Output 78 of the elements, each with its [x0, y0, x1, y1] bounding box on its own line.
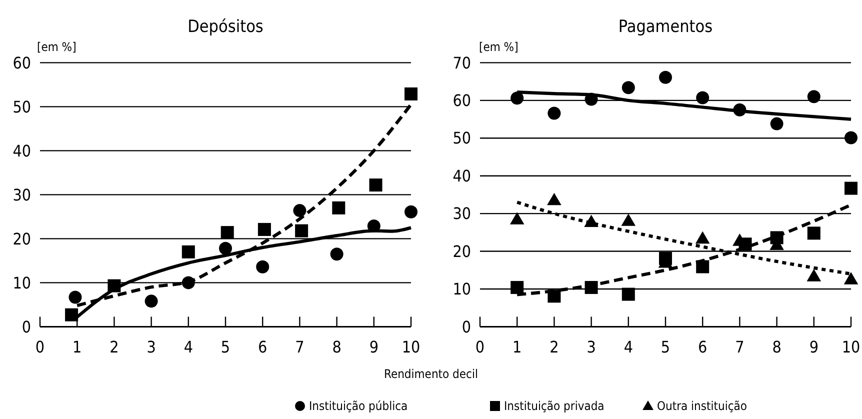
point — [258, 222, 271, 236]
x-tick-label: 3 — [146, 338, 156, 357]
y-tick-label: 0 — [22, 317, 31, 336]
point — [547, 192, 562, 206]
point — [295, 224, 308, 238]
point — [807, 226, 820, 240]
x-tick-label: 3 — [586, 338, 596, 357]
y-tick-label: 30 — [452, 204, 471, 224]
point — [770, 117, 784, 130]
chart-title: Pagamentos — [618, 17, 713, 37]
y-axis-title: [em %] — [479, 40, 518, 54]
point — [621, 214, 636, 226]
x-tick-label: 2 — [550, 338, 559, 357]
point — [659, 70, 672, 84]
x-tick-label: 7 — [295, 338, 304, 357]
x-tick-label: 0 — [475, 338, 485, 357]
y-tick-label: 20 — [12, 229, 31, 248]
point — [182, 245, 195, 258]
y-tick-label: 20 — [452, 242, 471, 261]
point — [332, 201, 346, 214]
point — [844, 131, 858, 144]
x-tick-label: 0 — [35, 338, 45, 357]
legend-label: Instituição pública — [309, 399, 408, 413]
x-tick-label: 4 — [184, 338, 193, 357]
legend-label: Outra instituição — [657, 399, 748, 413]
x-tick-label: 9 — [809, 338, 818, 357]
x-tick-label: 4 — [624, 338, 633, 357]
point — [330, 248, 344, 261]
point — [622, 81, 635, 94]
point — [622, 288, 635, 301]
point — [806, 269, 822, 282]
point — [510, 280, 524, 294]
x-tick-label: 8 — [772, 338, 782, 357]
point — [68, 290, 82, 304]
y-tick-label: 60 — [452, 91, 471, 110]
x-tick-label: 9 — [369, 338, 378, 357]
x-tick-label: 6 — [698, 338, 708, 357]
legend-label: Instituição privada — [504, 399, 604, 413]
point — [510, 212, 524, 224]
y-tick-label: 40 — [12, 141, 31, 160]
x-tick-label: 1 — [72, 338, 82, 357]
x-tick-label: 5 — [660, 338, 670, 357]
y-tick-label: 30 — [12, 185, 31, 204]
x-tick-label: 7 — [735, 338, 744, 357]
point — [65, 308, 78, 322]
point — [220, 226, 234, 240]
point — [404, 87, 418, 100]
y-tick-label: 0 — [462, 317, 471, 336]
x-axis-title: Rendimento decil — [384, 367, 478, 381]
x-tick-label: 1 — [512, 338, 522, 357]
point — [695, 231, 710, 244]
point — [144, 294, 158, 308]
point — [844, 182, 858, 195]
x-tick-label: 5 — [220, 338, 230, 357]
point — [219, 242, 232, 255]
point — [256, 260, 270, 274]
y-tick-label: 60 — [12, 53, 31, 72]
point — [807, 90, 820, 104]
point — [510, 92, 524, 105]
point — [548, 106, 561, 120]
x-tick-label: 2 — [110, 338, 119, 357]
chart-title: Depósitos — [188, 17, 264, 37]
x-tick-label: 8 — [332, 338, 342, 357]
y-tick-label: 40 — [452, 166, 471, 186]
x-tick-label: 6 — [258, 338, 268, 357]
point — [293, 204, 306, 218]
y-tick-label: 50 — [12, 97, 31, 116]
y-tick-label: 70 — [452, 53, 471, 72]
x-tick-label: 10 — [842, 338, 860, 357]
point — [404, 205, 418, 218]
y-axis-title: [em %] — [37, 40, 76, 54]
y-tick-label: 10 — [452, 280, 471, 299]
x-tick-label: 10 — [402, 338, 420, 357]
y-tick-label: 50 — [452, 128, 471, 148]
point — [369, 178, 382, 192]
y-tick-label: 10 — [12, 273, 31, 292]
point — [844, 272, 858, 284]
point — [696, 91, 710, 104]
